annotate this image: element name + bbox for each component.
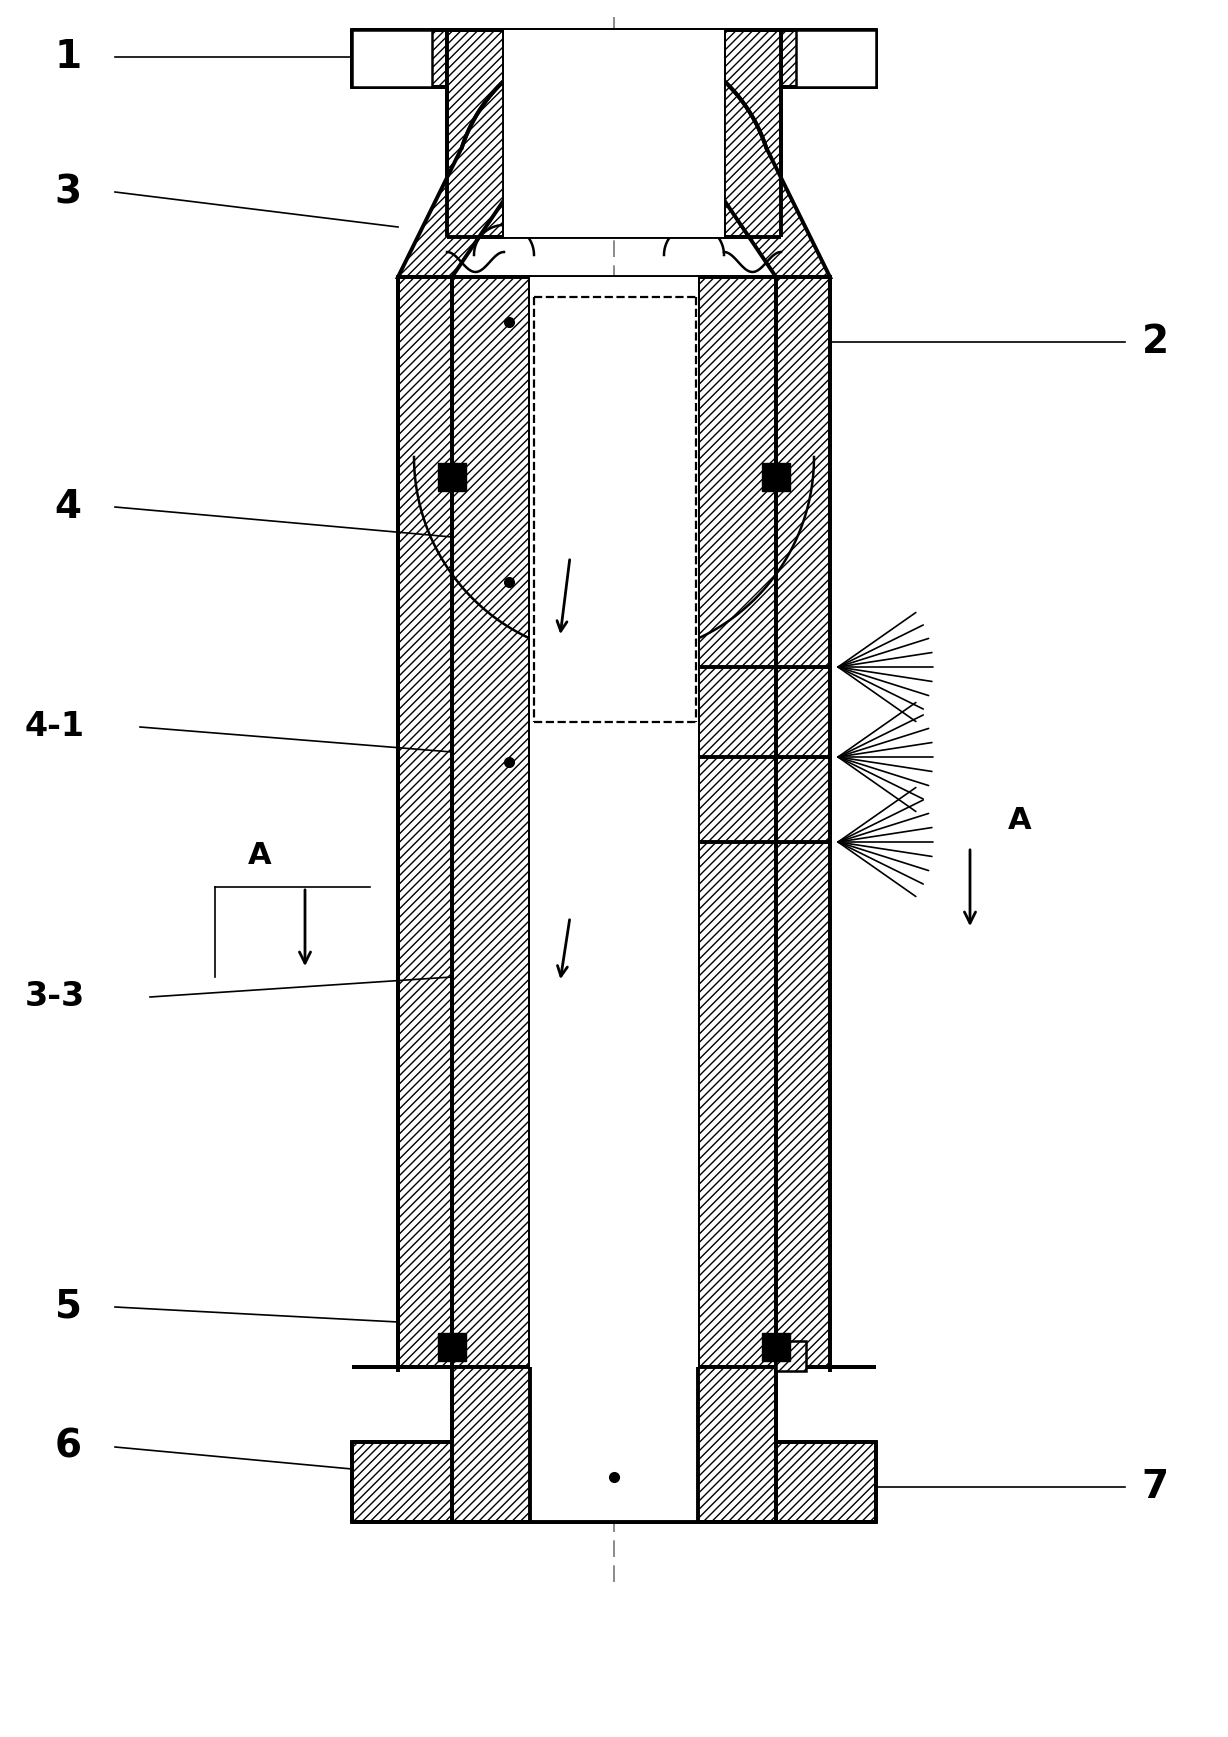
- Polygon shape: [614, 36, 830, 276]
- Bar: [530, 276, 698, 1367]
- Text: 3-3: 3-3: [25, 980, 85, 1013]
- Text: 1: 1: [54, 38, 81, 76]
- Text: 6: 6: [54, 1428, 81, 1466]
- Text: A: A: [1008, 806, 1032, 835]
- Bar: [438, 1332, 465, 1362]
- Text: 4-1: 4-1: [25, 710, 85, 743]
- Polygon shape: [781, 30, 876, 87]
- Polygon shape: [352, 30, 447, 87]
- Bar: [763, 1332, 790, 1362]
- Polygon shape: [398, 36, 614, 276]
- Polygon shape: [725, 30, 781, 236]
- Polygon shape: [447, 30, 503, 236]
- Bar: [776, 1341, 806, 1370]
- Text: A: A: [248, 841, 271, 870]
- Text: 2: 2: [1142, 323, 1169, 361]
- Bar: [763, 464, 790, 492]
- Polygon shape: [452, 1367, 776, 1522]
- Polygon shape: [698, 276, 776, 1367]
- Polygon shape: [398, 276, 452, 1367]
- Text: 7: 7: [1142, 1468, 1169, 1506]
- Bar: [503, 30, 725, 236]
- Polygon shape: [352, 1442, 876, 1522]
- Text: 5: 5: [54, 1289, 81, 1325]
- Bar: [438, 464, 465, 492]
- Polygon shape: [452, 276, 530, 1367]
- Polygon shape: [776, 276, 830, 1367]
- Text: 4: 4: [54, 488, 81, 526]
- Text: 3: 3: [54, 174, 81, 210]
- Bar: [352, 30, 432, 87]
- Bar: [796, 30, 876, 87]
- Bar: [530, 1367, 698, 1522]
